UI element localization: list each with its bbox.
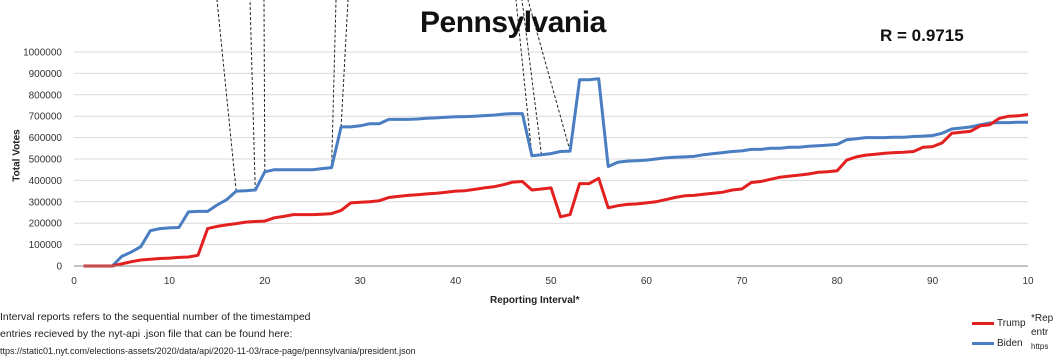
footnote-line-1: Interval reports refers to the sequentia… [0,311,311,323]
x-axis-label: Reporting Interval* [490,295,580,306]
x-tick-label: 40 [450,276,462,287]
y-tick-label: 700000 [29,112,63,123]
x-tick-label: 0 [71,276,77,287]
legend-item-biden: Biden [972,333,1026,353]
x-tick-label: 20 [259,276,271,287]
side-note-line-2: entr [1031,327,1049,338]
y-tick-label: 100000 [29,240,63,251]
y-axis-label: Total Votes [11,129,23,182]
y-tick-label: 0 [56,262,62,273]
legend-label-biden: Biden [997,337,1023,349]
axes: 0100000200000300000400000500000600000700… [23,48,1034,288]
r-value-label: R = 0.9715 [880,26,964,45]
y-tick-label: 300000 [29,197,63,208]
series-line-biden [83,77,1028,268]
annotation-dashed-line [527,0,571,152]
legend-label-trump: Trump [997,317,1026,329]
annotation-lines [216,0,571,192]
legend-swatch-trump [972,321,994,325]
annotation-dashed-line [216,0,237,192]
x-tick-label: 10 [1022,276,1034,287]
annotation-dashed-line [521,0,542,155]
y-tick-label: 1000000 [23,48,62,59]
y-tick-label: 900000 [29,69,63,80]
annotation-dashed-line [340,0,349,127]
chart-title: Pennsylvania [420,6,606,39]
x-tick-label: 10 [164,276,176,287]
x-tick-label: 80 [832,276,844,287]
x-tick-label: 70 [736,276,748,287]
legend-swatch-biden [972,341,994,345]
annotation-dashed-line [515,0,533,156]
y-tick-label: 800000 [29,90,63,101]
annotation-dashed-line [331,0,337,168]
footnote: Interval reports refers to the sequentia… [0,309,416,360]
x-tick-label: 30 [355,276,367,287]
side-note: *Rep entr https [1031,312,1053,354]
annotation-dashed-line [249,0,256,191]
legend: Trump Biden [972,313,1026,353]
series-lines [83,77,1029,268]
x-tick-label: 50 [545,276,557,287]
x-tick-label: 90 [927,276,939,287]
footnote-url: ttps://static01.nyt.com/elections-assets… [0,346,416,356]
footnote-line-2: entries recieved by the nyt-api .json fi… [0,328,293,340]
y-tick-label: 200000 [29,219,63,230]
legend-item-trump: Trump [972,313,1026,333]
y-tick-label: 500000 [29,155,63,166]
side-note-line-3: https [1031,342,1049,351]
x-tick-label: 60 [641,276,653,287]
y-tick-label: 400000 [29,176,63,187]
y-tick-label: 600000 [29,133,63,144]
side-note-line-1: *Rep [1031,313,1054,324]
annotation-dashed-line [263,0,266,172]
series-line-trump [83,113,1029,268]
